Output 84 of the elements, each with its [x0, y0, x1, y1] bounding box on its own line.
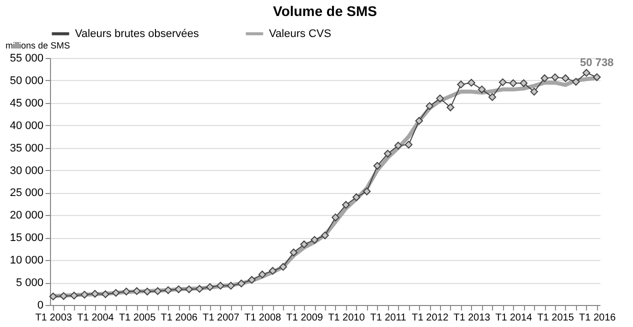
point [164, 286, 172, 294]
point [132, 287, 141, 295]
y-tick-label: 0 [37, 300, 44, 312]
point [520, 79, 528, 88]
point [206, 283, 214, 291]
point [352, 193, 360, 202]
y-tick-label: 55 000 [10, 52, 44, 64]
point [342, 201, 350, 209]
point [426, 102, 434, 110]
point [143, 288, 152, 296]
x-tick-label: T1 2015 [537, 312, 574, 324]
point [582, 68, 590, 77]
y-tick-label: 30 000 [10, 164, 44, 177]
point [373, 162, 382, 170]
point [227, 282, 235, 290]
point [49, 292, 57, 300]
x-tick-label: T1 2003 [35, 312, 72, 324]
point [362, 188, 371, 196]
y-tick-label: 45 000 [10, 97, 44, 110]
point [478, 86, 486, 94]
point [468, 78, 476, 87]
point [154, 287, 162, 295]
legend-label: Valeurs brutes observées [75, 28, 200, 40]
y-tick-label: 35 000 [10, 142, 44, 154]
point [498, 78, 507, 86]
y-tick-label: 5 000 [16, 277, 44, 290]
x-tick-label: T1 2008 [244, 312, 282, 324]
y-tick-label: 25 000 [10, 187, 44, 200]
point [530, 88, 538, 96]
point [540, 74, 548, 82]
point [237, 280, 246, 288]
point [321, 232, 329, 240]
x-tick-label: T1 2011 [370, 312, 407, 324]
x-tick-label: T1 2013 [454, 312, 491, 324]
point [509, 79, 518, 88]
y-tick-label: 10 000 [10, 254, 44, 267]
x-tick-label: T1 2009 [286, 312, 324, 324]
x-tick-label: T1 2007 [202, 312, 240, 324]
point [122, 288, 130, 296]
point [404, 140, 413, 149]
point [60, 292, 68, 300]
point [310, 236, 318, 244]
point [593, 73, 601, 81]
point [572, 78, 580, 86]
x-tick-label: T1 2004 [77, 312, 114, 324]
y-tick-label: 15 000 [10, 232, 44, 244]
point [488, 93, 496, 101]
legend-label: Valeurs CVS [269, 28, 332, 40]
y-tick-label: 40 000 [10, 120, 44, 132]
y-tick-label: 50 000 [10, 74, 44, 87]
x-tick-label: T1 2012 [412, 312, 449, 324]
point [290, 248, 298, 256]
point [384, 150, 392, 158]
point [91, 290, 99, 298]
point [185, 285, 193, 294]
point [436, 94, 444, 102]
x-tick-label: T1 2010 [328, 312, 366, 324]
point [216, 282, 224, 290]
point [446, 104, 454, 112]
point [102, 290, 110, 298]
point [394, 142, 402, 150]
x-tick-label: T1 2016 [579, 312, 616, 324]
y-axis-title: millions de SMS [6, 40, 70, 50]
point [248, 276, 256, 284]
point [562, 74, 570, 82]
point [279, 262, 288, 271]
annotation: 50 738 [580, 57, 614, 70]
point [415, 117, 423, 125]
point [174, 285, 182, 294]
y-tick-label: 20 000 [10, 210, 44, 222]
point [332, 214, 340, 222]
point [551, 73, 559, 82]
point [268, 267, 277, 275]
point [196, 284, 204, 293]
point [457, 80, 465, 88]
x-tick-label: T1 2006 [160, 312, 198, 324]
x-tick-label: T1 2014 [495, 312, 532, 324]
point [112, 289, 120, 297]
point [70, 292, 78, 300]
point [80, 290, 88, 299]
x-tick-label: T1 2005 [118, 312, 156, 324]
point [300, 240, 308, 248]
point [258, 270, 266, 278]
chart-title: Volume de SMS [273, 3, 377, 19]
